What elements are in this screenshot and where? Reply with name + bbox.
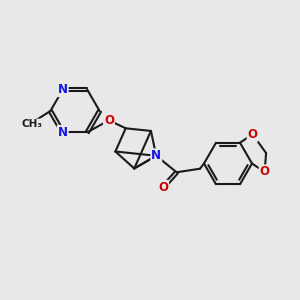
Text: N: N xyxy=(58,126,68,139)
Text: O: O xyxy=(260,165,270,178)
Text: N: N xyxy=(58,83,68,96)
Text: N: N xyxy=(151,149,161,162)
Text: CH₃: CH₃ xyxy=(22,119,43,130)
Text: O: O xyxy=(104,114,114,127)
Text: O: O xyxy=(158,181,168,194)
Text: O: O xyxy=(248,128,258,141)
